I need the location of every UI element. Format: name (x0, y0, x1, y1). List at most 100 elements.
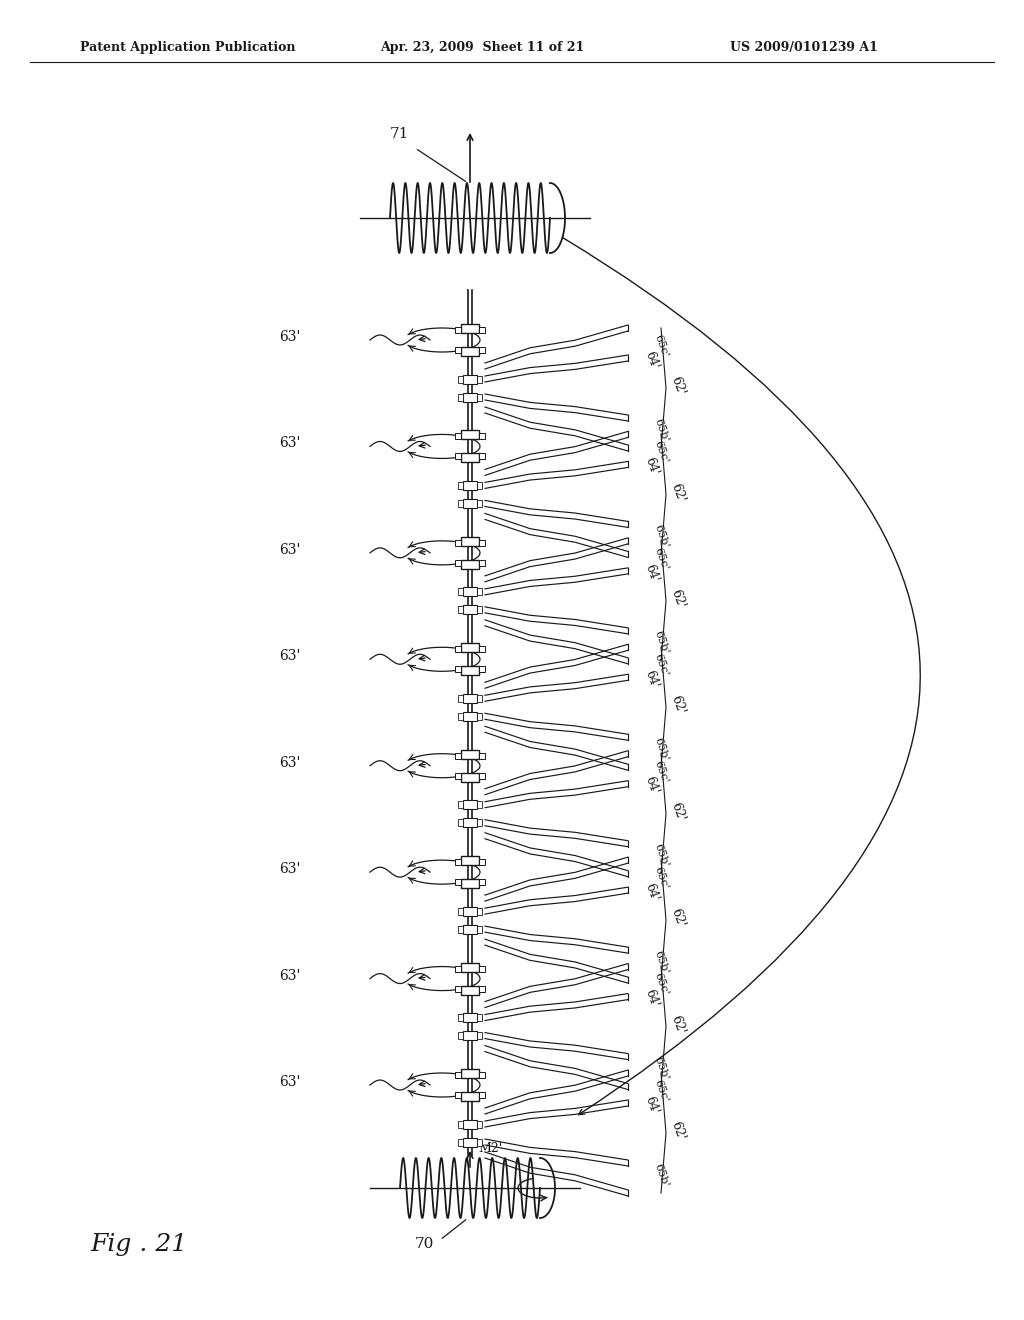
Bar (455, 859, 461, 865)
Bar (458, 801, 463, 808)
Bar (463, 392, 477, 401)
Text: 64': 64' (642, 562, 660, 583)
Text: 64': 64' (642, 775, 660, 796)
Bar (463, 1012, 477, 1022)
Text: Patent Application Publication: Patent Application Publication (80, 41, 296, 54)
Bar (455, 560, 461, 566)
FancyBboxPatch shape (461, 986, 479, 994)
Bar (479, 1072, 485, 1078)
Text: 65c': 65c' (652, 440, 670, 465)
FancyBboxPatch shape (461, 430, 479, 440)
Text: 65b': 65b' (652, 417, 670, 444)
Text: Apr. 23, 2009  Sheet 11 of 21: Apr. 23, 2009 Sheet 11 of 21 (380, 41, 585, 54)
Bar (479, 560, 485, 566)
Bar (455, 986, 461, 991)
Text: 65c': 65c' (652, 1078, 670, 1104)
Text: 64': 64' (642, 668, 660, 690)
Text: 71: 71 (390, 127, 410, 141)
Bar (455, 433, 461, 440)
FancyBboxPatch shape (461, 1069, 479, 1078)
Bar (477, 820, 482, 826)
Bar (455, 647, 461, 652)
Text: 63': 63' (279, 649, 300, 663)
Bar (458, 1138, 463, 1146)
Bar (479, 454, 485, 459)
Bar (463, 480, 477, 490)
Bar (479, 772, 485, 779)
Bar (479, 327, 485, 333)
Bar (477, 500, 482, 507)
Text: 70: 70 (415, 1237, 434, 1251)
Text: 62': 62' (668, 587, 687, 610)
Text: 65b': 65b' (652, 1162, 670, 1188)
Bar (458, 694, 463, 702)
Bar (477, 908, 482, 915)
Bar (477, 393, 482, 400)
Bar (479, 879, 485, 886)
FancyBboxPatch shape (461, 962, 479, 972)
Bar (463, 711, 477, 721)
Bar (479, 433, 485, 440)
Bar (455, 454, 461, 459)
Bar (479, 965, 485, 972)
Text: 65b': 65b' (652, 1056, 670, 1082)
Bar (455, 1092, 461, 1098)
Text: 65b': 65b' (652, 842, 670, 869)
Bar (479, 347, 485, 352)
Bar (458, 500, 463, 507)
Bar (479, 647, 485, 652)
Text: 63': 63' (279, 862, 300, 876)
Text: 65b': 65b' (652, 630, 670, 656)
FancyBboxPatch shape (461, 347, 479, 356)
Text: 65c': 65c' (652, 866, 670, 891)
Bar (477, 713, 482, 719)
Text: M2': M2' (478, 1142, 502, 1155)
Bar (455, 347, 461, 352)
Bar (455, 752, 461, 759)
Text: 64': 64' (642, 455, 660, 477)
Bar (477, 1014, 482, 1022)
Text: 62': 62' (668, 694, 687, 717)
Bar (463, 907, 477, 916)
Bar (477, 694, 482, 702)
Text: 62': 62' (668, 800, 687, 824)
Bar (463, 1138, 477, 1147)
Bar (477, 482, 482, 488)
Bar (458, 606, 463, 614)
Bar (455, 667, 461, 672)
Text: 63': 63' (279, 330, 300, 345)
Bar (458, 713, 463, 719)
Bar (458, 482, 463, 488)
Bar (477, 1138, 482, 1146)
Bar (455, 327, 461, 333)
Bar (477, 606, 482, 614)
Bar (458, 393, 463, 400)
Bar (458, 589, 463, 595)
Text: 63': 63' (279, 969, 300, 982)
Bar (479, 986, 485, 991)
Text: 63': 63' (279, 437, 300, 450)
Bar (463, 818, 477, 828)
Bar (477, 925, 482, 933)
Bar (463, 499, 477, 508)
Bar (477, 589, 482, 595)
Bar (477, 1121, 482, 1127)
Bar (463, 1031, 477, 1040)
Bar (463, 1119, 477, 1129)
FancyBboxPatch shape (461, 879, 479, 888)
Bar (458, 1032, 463, 1039)
Bar (479, 1092, 485, 1098)
Text: 64': 64' (642, 350, 660, 371)
Bar (463, 587, 477, 597)
Text: 62': 62' (668, 1014, 687, 1036)
FancyBboxPatch shape (461, 857, 479, 865)
Text: 65b': 65b' (652, 523, 670, 549)
FancyBboxPatch shape (461, 772, 479, 781)
Bar (458, 375, 463, 383)
Bar (455, 879, 461, 886)
FancyBboxPatch shape (461, 323, 479, 333)
Bar (463, 694, 477, 702)
Bar (479, 859, 485, 865)
Text: 62': 62' (668, 1119, 687, 1142)
Bar (463, 606, 477, 614)
